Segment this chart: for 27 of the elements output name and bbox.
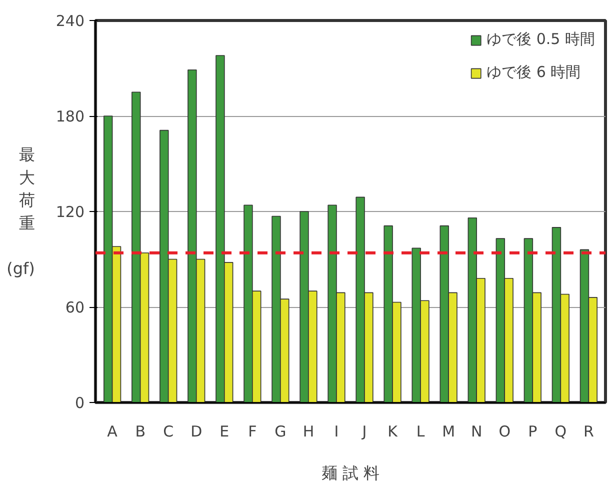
y-tick-label: 240 [56, 12, 85, 30]
x-tick-label: H [302, 422, 314, 440]
x-tick-label: O [498, 422, 511, 440]
x-tick-label: B [135, 422, 146, 440]
x-tick-label: F [248, 422, 257, 440]
x-tick-label: K [388, 422, 399, 440]
legend-label: ゆで後 6 時間 [486, 63, 581, 82]
x-tick-label: J [361, 422, 367, 440]
y-tick-label: 60 [65, 298, 85, 316]
y-tick-label: 180 [56, 108, 85, 126]
legend-label: ゆで後 0.5 時間 [486, 30, 595, 49]
y-tick-label: 0 [74, 394, 85, 412]
x-tick-label: C [163, 422, 174, 440]
x-tick-label: R [583, 422, 594, 440]
x-tick-label: Q [554, 422, 567, 440]
x-tick-label: A [107, 422, 118, 440]
x-tick-label: L [416, 422, 426, 440]
x-tick-label: N [470, 422, 482, 440]
x-tick-label: G [274, 422, 286, 440]
x-axis-title: 麺 試 料 [321, 464, 380, 482]
x-tick-label: P [528, 422, 538, 440]
x-tick-label: E [220, 422, 230, 440]
text: 最大荷重 (gf) [6, 145, 35, 278]
y-tick-label: 120 [56, 203, 85, 221]
x-tick-label: I [334, 422, 339, 440]
x-tick-label: D [190, 422, 202, 440]
x-tick-label: M [442, 422, 456, 440]
